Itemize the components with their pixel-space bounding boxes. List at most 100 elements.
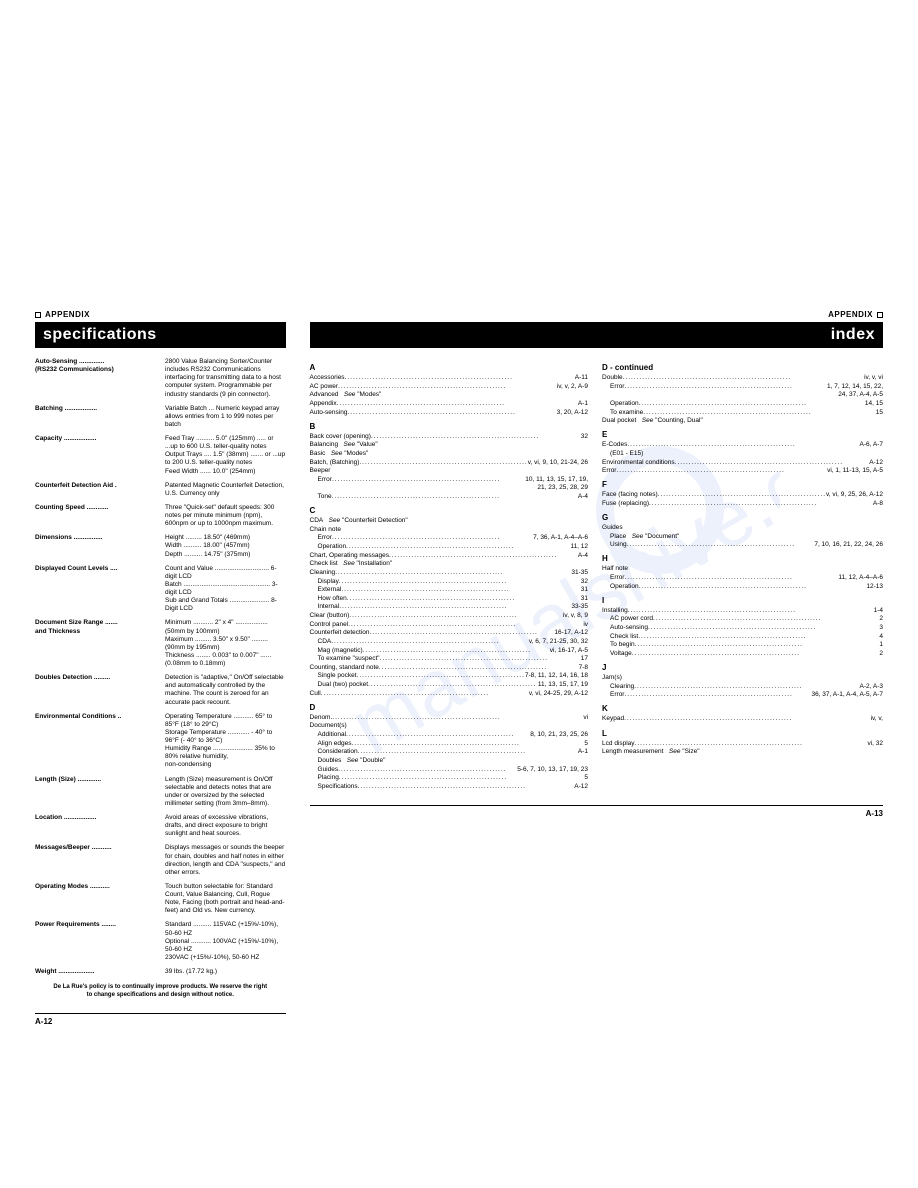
- index-entry: Tone ...................................…: [310, 493, 589, 501]
- spec-label: Capacity ..................: [35, 435, 165, 476]
- index-entry: Counting, standard note ................…: [310, 664, 589, 672]
- index-dots: ........................................…: [635, 641, 880, 649]
- index-page-ref: vi: [583, 714, 588, 722]
- index-page-ref: 11, 12, A-4–A-6: [838, 574, 883, 582]
- spec-label: Auto-Sensing ..............(RS232 Commun…: [35, 358, 165, 399]
- index-entry: Accessories ............................…: [310, 374, 589, 382]
- spec-label: Counterfeit Detection Aid .: [35, 482, 165, 498]
- index-entry: Error ..................................…: [310, 476, 589, 484]
- spec-row: Capacity ..................Feed Tray ...…: [35, 435, 286, 476]
- spec-value: Patented Magnetic Counterfeit Detection,…: [165, 482, 286, 498]
- index-entry-text: To examine: [610, 409, 643, 417]
- index-entry-text: Counterfeit detection: [310, 629, 370, 637]
- index-entry-text: Additional: [318, 731, 347, 739]
- spec-value: Standard .......... 115VAC (+15%/-10%), …: [165, 921, 286, 962]
- index-entry: (E01 - E15): [602, 450, 883, 458]
- index-dots: ........................................…: [332, 714, 583, 722]
- page-rule: [310, 805, 883, 806]
- index-page-ref: 1, 7, 12, 14, 15, 22,: [827, 383, 883, 391]
- index-dots: ........................................…: [352, 740, 585, 748]
- index-entry: 21, 23, 25, 28, 29: [310, 484, 589, 492]
- index-entry: Length measurement See "Size": [602, 748, 883, 756]
- index-dots: ........................................…: [649, 500, 873, 508]
- index-dots: ........................................…: [359, 459, 527, 467]
- square-icon: [35, 312, 41, 318]
- index-entry-text: Auto-sensing: [610, 624, 648, 632]
- index-columns: AAccessories ...........................…: [310, 358, 883, 791]
- index-page-ref: 5-6, 7, 10, 13, 17, 19, 23: [517, 766, 588, 774]
- index-page-ref: 7-8: [579, 664, 588, 672]
- index-entry-text: Operation: [610, 583, 639, 591]
- index-entry-text: Operation: [610, 400, 639, 408]
- spec-value: Operating Temperature ........... 65° to…: [165, 713, 286, 770]
- index-dots: ........................................…: [624, 574, 838, 582]
- spec-row: Batching ..................Variable Batc…: [35, 405, 286, 429]
- index-entry-text: Cull: [310, 690, 321, 698]
- index-dots: ........................................…: [632, 650, 880, 658]
- index-entry: Guides: [602, 524, 883, 532]
- index-page-ref: v, vi, 9, 10, 21-24, 26: [528, 459, 588, 467]
- index-page-ref: v, 6, 7, 21-25, 30, 32: [529, 638, 588, 646]
- index-page-ref: vi, 32: [867, 740, 883, 748]
- index-entry: Clear (button) .........................…: [310, 612, 589, 620]
- index-dots: ........................................…: [628, 607, 874, 615]
- index-dots: ........................................…: [634, 683, 859, 691]
- index-page-ref: A-4: [578, 493, 588, 501]
- index-entry-text: Guides: [318, 766, 339, 774]
- index-entry: Check list See "Installation": [310, 560, 589, 568]
- index-page-ref: A-4: [578, 552, 588, 560]
- index-see: See "Modes": [325, 450, 368, 458]
- spec-row: Power Requirements ........Standard ....…: [35, 921, 286, 962]
- index-page-ref: iv: [583, 621, 588, 629]
- index-entry-text: Specifications: [318, 783, 358, 791]
- index-entry: Display ................................…: [310, 578, 589, 586]
- appendix-header-left: APPENDIX: [35, 310, 286, 320]
- index-dots: ........................................…: [331, 638, 529, 646]
- index-entry: Additional .............................…: [310, 731, 589, 739]
- index-entry-text: Error: [610, 691, 624, 699]
- index-entry: Control panel ..........................…: [310, 621, 589, 629]
- index-dots: ........................................…: [370, 629, 555, 637]
- index-entry: Doubles See "Double": [310, 757, 589, 765]
- index-see: See "Double": [341, 757, 385, 765]
- appendix-label: APPENDIX: [828, 310, 873, 320]
- index-page-ref: 3: [879, 624, 883, 632]
- index-entry: Denom. .................................…: [310, 714, 589, 722]
- index-entry: How often ..............................…: [310, 595, 589, 603]
- index-entry-text: Jam(s): [602, 674, 622, 682]
- index-entry-text: (E01 - E15): [610, 450, 643, 458]
- index-page-ref: 24, 37, A-4, A-5: [838, 391, 883, 399]
- index-entry: Cull ...................................…: [310, 690, 589, 698]
- index-entry-text: Tone: [318, 493, 332, 501]
- index-dots: ........................................…: [337, 400, 578, 408]
- index-entry-text: External: [318, 586, 342, 594]
- index-entry: Auto-sensing ...........................…: [602, 624, 883, 632]
- index-entry: Specifications .........................…: [310, 783, 589, 791]
- index-dots: ........................................…: [338, 766, 517, 774]
- index-entry: Counterfeit detection ..................…: [310, 629, 589, 637]
- index-entry: Appendix ...............................…: [310, 400, 589, 408]
- index-page-ref: 5: [584, 774, 588, 782]
- index-entry: Align edges ............................…: [310, 740, 589, 748]
- index-entry-text: CDA: [310, 517, 324, 525]
- index-dots: ........................................…: [380, 655, 581, 663]
- index-entry-text: Check list: [610, 633, 638, 641]
- index-page-ref: 5: [584, 740, 588, 748]
- index-entry-text: Clearing: [610, 683, 634, 691]
- index-entry-text: Advanced: [310, 391, 339, 399]
- index-page-ref: iv, v, 2, A-9: [557, 383, 588, 391]
- index-page-ref: 7, 10, 16, 21, 22, 24, 26: [814, 541, 883, 549]
- index-entry: Clearing ...............................…: [602, 683, 883, 691]
- index-dots: ........................................…: [389, 552, 578, 560]
- index-entry-text: Dual (two) pocket: [318, 681, 369, 689]
- index-entry-text: Batch, (Batching): [310, 459, 360, 467]
- index-page-ref: A-12: [869, 459, 883, 467]
- index-entry-text: Auto-sensing: [310, 409, 348, 417]
- index-entry-text: Error: [610, 383, 624, 391]
- index-dots: ........................................…: [371, 433, 581, 441]
- index-entry-text: Align edges: [318, 740, 352, 748]
- spec-row: Weight ....................39 lbs. (17.7…: [35, 968, 286, 976]
- index-entry-text: Basic: [310, 450, 326, 458]
- index-entry-text: Guides: [602, 524, 623, 532]
- index-page-ref: 11, 12: [570, 543, 588, 551]
